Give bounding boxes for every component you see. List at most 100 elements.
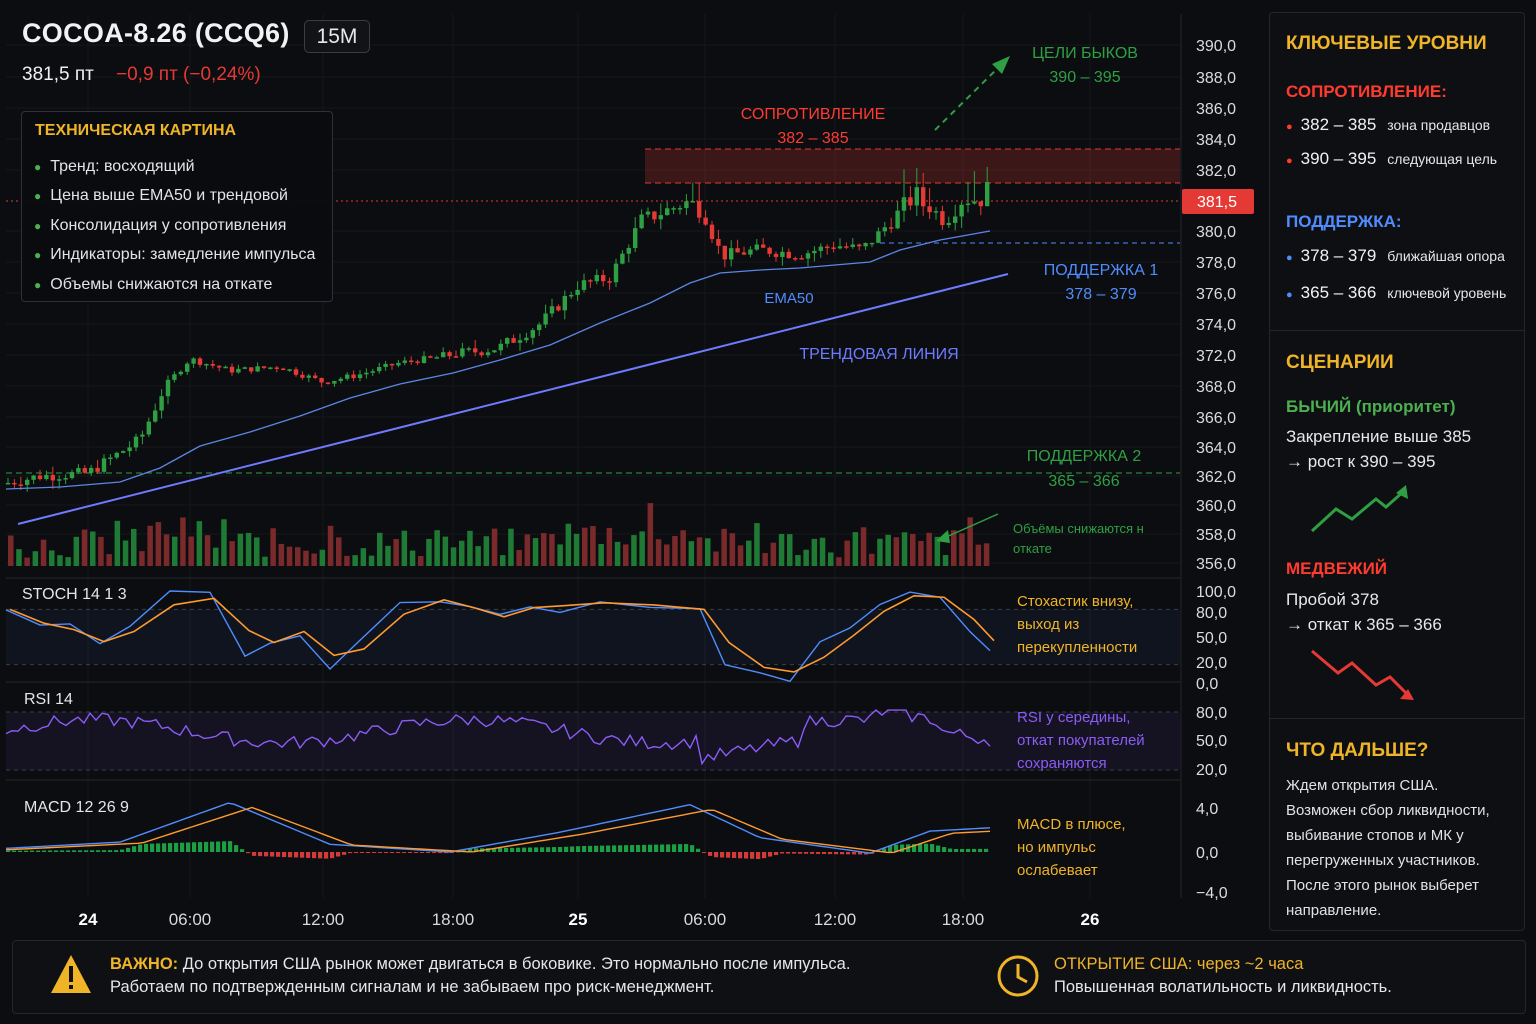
macd-histogram-bar xyxy=(942,847,947,852)
volume-bar xyxy=(327,525,334,566)
macd-histogram-bar xyxy=(228,841,233,852)
volume-bar xyxy=(926,532,932,566)
volume-bar xyxy=(901,532,908,566)
volume-bar xyxy=(8,535,14,566)
macd-histogram-bar xyxy=(774,852,779,856)
candle-body xyxy=(415,361,420,363)
volume-bar xyxy=(114,520,121,566)
y-tick-label: 364,0 xyxy=(1196,440,1236,457)
list-item: ● Объемы снижаются на откате xyxy=(34,275,273,293)
macd-histogram-bar xyxy=(276,852,281,857)
candle-body xyxy=(223,366,228,369)
whats-next-text: Ждем открытия США. Возможен сбор ликвидн… xyxy=(1286,777,1490,919)
bear-scenario-title: МЕДВЕЖИЙ xyxy=(1286,559,1388,578)
macd-histogram-bar xyxy=(120,849,125,852)
timeframe-button[interactable]: 15M xyxy=(304,20,370,53)
macd-histogram-bar xyxy=(18,850,23,852)
macd-histogram-bar xyxy=(360,852,365,853)
candle-body xyxy=(146,421,151,435)
macd-histogram-bar xyxy=(840,852,845,855)
candle-body xyxy=(82,468,87,473)
volume-bar xyxy=(147,525,153,566)
macd-histogram-bar xyxy=(834,852,839,855)
volume-bar xyxy=(254,537,260,566)
candle-body xyxy=(242,367,247,369)
macd-histogram-bar xyxy=(414,852,419,853)
candle-body xyxy=(524,337,529,341)
macd-histogram-bar xyxy=(708,852,713,856)
technical-summary-title: ТЕХНИЧЕСКАЯ КАРТИНА xyxy=(35,122,237,139)
candle-body xyxy=(671,208,676,210)
volume-bar xyxy=(623,544,629,566)
volume-bar xyxy=(344,555,350,566)
candle-body xyxy=(882,227,887,232)
volume-bar xyxy=(582,527,588,566)
macd-histogram-bar xyxy=(438,852,443,854)
y-tick-label: 356,0 xyxy=(1196,556,1236,573)
candle-body xyxy=(869,242,875,245)
candle-body xyxy=(31,475,36,480)
macd-histogram-bar xyxy=(780,852,785,854)
candle-body xyxy=(569,294,574,297)
volume-bar xyxy=(819,537,826,566)
bull-scenario-line-2: → рост к 390 – 395 xyxy=(1286,452,1436,471)
macd-histogram-bar xyxy=(6,850,11,852)
bullet-icon: ● xyxy=(1286,289,1293,301)
last-price-badge-label: 381,5 xyxy=(1197,194,1237,211)
candle-body xyxy=(741,252,747,255)
y-tick-label: 384,0 xyxy=(1196,132,1236,149)
macd-histogram-bar xyxy=(60,850,65,852)
candle-body xyxy=(140,434,145,437)
bull-arrow-icon xyxy=(1310,485,1408,533)
candle-body xyxy=(345,374,350,379)
macd-histogram-bar xyxy=(174,842,179,852)
macd-histogram-bar xyxy=(426,852,431,854)
volume-bar xyxy=(516,550,522,566)
resistance-label: СОПРОТИВЛЕНИЕ xyxy=(741,106,886,123)
candle-body xyxy=(517,340,523,343)
volume-bar xyxy=(393,539,399,566)
candle-body xyxy=(249,367,254,372)
macd-histogram-bar xyxy=(168,843,173,852)
candle-body xyxy=(658,215,663,220)
macd-histogram-bar xyxy=(960,848,965,852)
candle-body xyxy=(121,451,126,453)
macd-histogram-bar xyxy=(102,850,107,852)
macd-histogram-bar xyxy=(918,843,923,852)
volume-bar xyxy=(664,544,670,566)
volume-bar xyxy=(90,531,96,566)
candle-body xyxy=(511,338,516,343)
candle-body xyxy=(159,396,164,411)
candle-body xyxy=(837,246,843,249)
candle-body xyxy=(709,224,715,240)
candle-body xyxy=(114,452,119,458)
candle-body xyxy=(76,468,81,473)
macd-histogram-bar xyxy=(24,850,29,852)
footer-notice: ВАЖНО: До открытия США рынок может двига… xyxy=(12,940,1526,1014)
macd-histogram-bar xyxy=(384,852,389,853)
volume-bar xyxy=(844,540,850,566)
macd-histogram-bar xyxy=(642,844,647,852)
macd-histogram-bar xyxy=(732,852,737,859)
x-tick-label: 18:00 xyxy=(942,910,985,929)
x-tick-label: 12:00 xyxy=(814,910,857,929)
macd-histogram-bar xyxy=(342,852,347,855)
volume-bar xyxy=(213,547,219,566)
candle-body xyxy=(889,227,894,229)
volume-bar xyxy=(795,555,801,566)
macd-histogram-bar xyxy=(654,844,659,852)
volume-bar xyxy=(49,550,55,566)
bull-target-arrow xyxy=(934,63,1003,131)
candle-body xyxy=(133,436,139,448)
macd-histogram-bar xyxy=(768,852,773,857)
volume-bar xyxy=(491,528,498,566)
volume-bar xyxy=(286,546,293,566)
macd-histogram-bar xyxy=(306,852,311,858)
rsi-note: RSI у середины, xyxy=(1017,709,1130,726)
candle-body xyxy=(185,363,190,372)
macd-histogram-bar xyxy=(354,852,359,853)
candle-body xyxy=(735,248,740,253)
macd-note: MACD в плюсе, xyxy=(1017,816,1126,833)
y-tick-label: 366,0 xyxy=(1196,410,1236,427)
